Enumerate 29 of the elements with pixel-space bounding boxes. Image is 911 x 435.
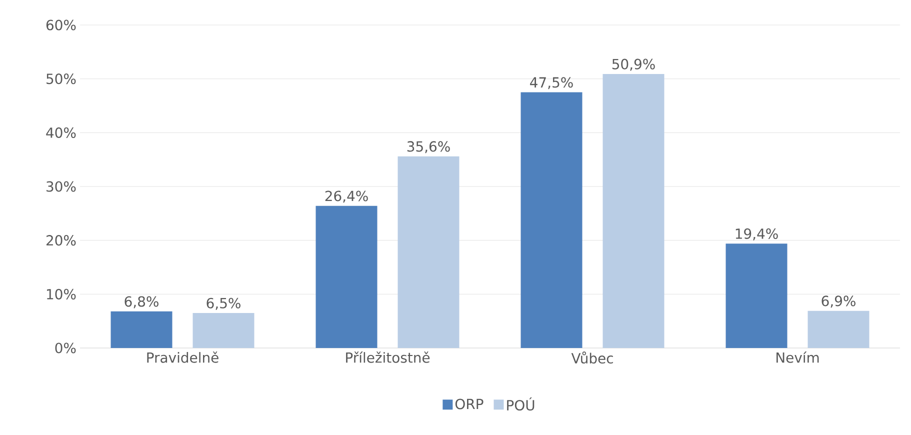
- data-label: 50,9%: [612, 58, 655, 71]
- y-tick-label: 40%: [46, 127, 76, 138]
- data-label: 35,6%: [407, 141, 450, 154]
- x-tick-label: Vůbec: [571, 352, 613, 364]
- bar: [602, 74, 664, 348]
- bar: [398, 156, 460, 348]
- data-label: 47,5%: [530, 77, 573, 90]
- x-tick-label: Pravidelně: [147, 352, 218, 363]
- bar: [316, 206, 378, 348]
- y-tick-label: 60%: [46, 20, 76, 30]
- legend-label: POÚ: [507, 397, 534, 411]
- y-tick-label: 30%: [46, 181, 76, 192]
- bar: [192, 313, 254, 348]
- x-tick-label: Nevím: [776, 352, 819, 363]
- data-label: 6,8%: [124, 296, 158, 308]
- y-tick-label: 10%: [47, 288, 76, 300]
- bar: [520, 92, 582, 348]
- bar: [110, 311, 172, 348]
- bar: [808, 310, 870, 348]
- data-label: 6,5%: [206, 298, 240, 310]
- data-label: 6,9%: [822, 296, 856, 308]
- data-label: 19,4%: [736, 228, 778, 240]
- x-tick-label: Příležitostně: [346, 352, 430, 363]
- data-label: 26,4%: [325, 190, 368, 203]
- y-tick-label: 50%: [46, 74, 76, 84]
- bar: [726, 244, 788, 348]
- y-tick-label: 20%: [46, 235, 76, 246]
- y-tick-label: 0%: [55, 342, 76, 354]
- legend-label: ORP: [455, 398, 484, 410]
